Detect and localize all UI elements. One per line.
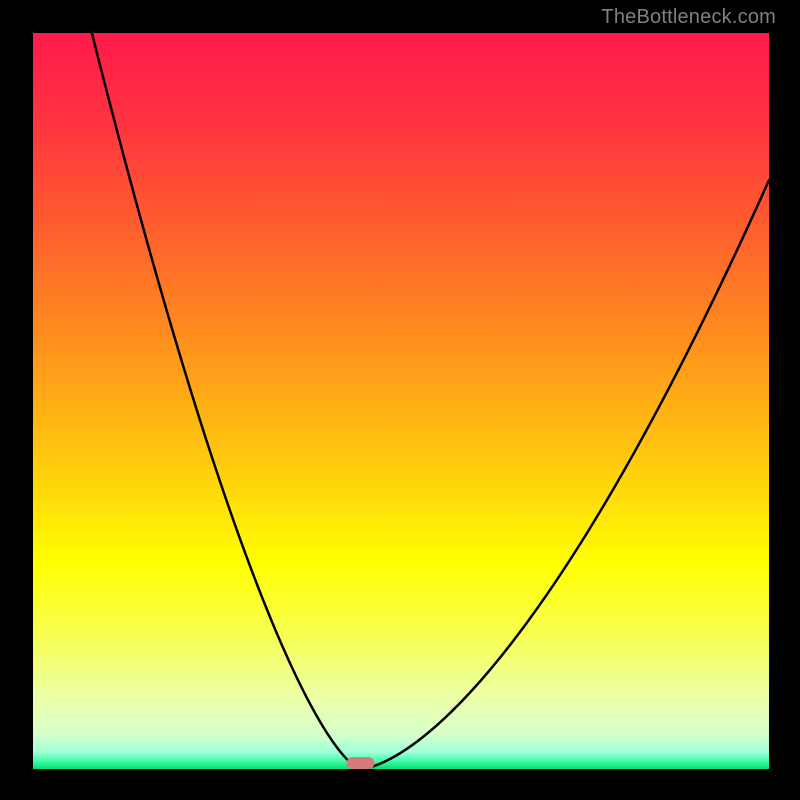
chart-container: TheBottleneck.com [0,0,800,800]
plot-background [33,33,769,769]
bottleneck-chart [0,0,800,800]
result-marker [347,757,375,769]
watermark-label: TheBottleneck.com [601,6,776,29]
